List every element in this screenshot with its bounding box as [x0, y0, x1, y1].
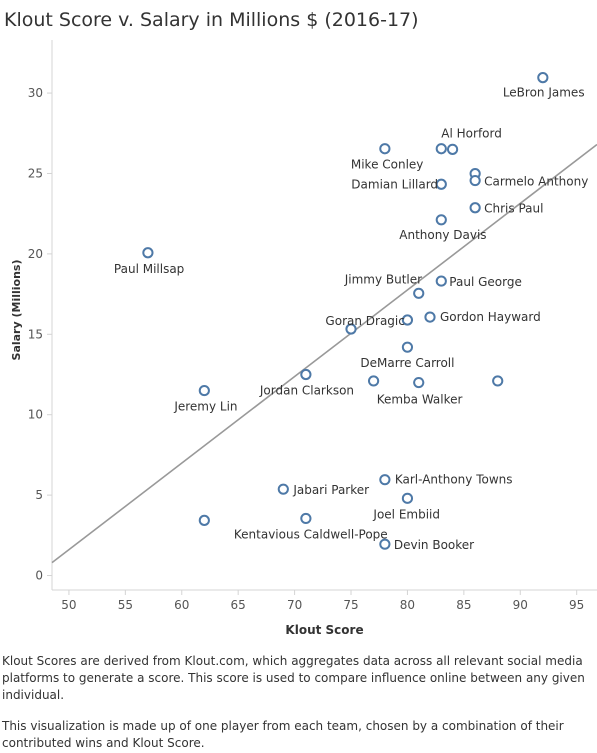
- y-tick-label: 20: [28, 247, 43, 261]
- data-point: [142, 247, 154, 259]
- data-point: [401, 492, 414, 504]
- x-tick-label: 80: [400, 598, 415, 612]
- chart-title: Klout Score v. Salary in Millions $ (201…: [4, 9, 419, 31]
- point-label: Kentavious Caldwell-Pope: [234, 527, 388, 541]
- point-label: Chris Paul: [484, 202, 543, 216]
- x-tick-label: 60: [174, 598, 189, 612]
- footnote-selection: This visualization is made up of one pla…: [2, 719, 564, 750]
- data-point: [401, 341, 414, 353]
- point-label: Jabari Parker: [292, 483, 369, 497]
- x-tick-label: 50: [61, 598, 76, 612]
- point-label: Karl-Anthony Towns: [395, 473, 513, 487]
- x-tick-label: 65: [231, 598, 246, 612]
- x-tick-label: 55: [118, 598, 133, 612]
- point-label: Jimmy Butler: [344, 272, 422, 286]
- data-point: [492, 375, 504, 387]
- x-tick-label: 70: [287, 598, 302, 612]
- data-point: [379, 538, 391, 550]
- point-label: Mike Conley: [351, 158, 424, 172]
- y-axis-title: Salary (Millions): [10, 260, 23, 361]
- data-point: [435, 214, 447, 226]
- point-label: Paul Millsap: [114, 262, 184, 276]
- data-point: [345, 323, 357, 335]
- point-label: Gordon Hayward: [440, 310, 541, 324]
- footnote-klout: Klout Scores are derived from Klout.com,…: [2, 654, 585, 702]
- trend-line-group: [51, 143, 597, 564]
- y-tick-label: 25: [28, 166, 43, 180]
- data-point: [435, 143, 447, 155]
- data-point: [435, 178, 447, 190]
- point-label: Jeremy Lin: [173, 400, 237, 414]
- x-tick-label: 75: [343, 598, 358, 612]
- data-point: [379, 474, 391, 486]
- data-point: [401, 314, 414, 326]
- x-tick-label: 90: [513, 598, 528, 612]
- point-label: Devin Booker: [394, 538, 474, 552]
- data-point: [300, 368, 312, 381]
- data-point: [424, 311, 436, 323]
- point-label: Anthony Davis: [399, 228, 486, 242]
- data-point: [198, 514, 210, 526]
- point-label: Goran Dragic: [325, 314, 404, 328]
- data-point: [413, 287, 425, 299]
- y-tick-label: 10: [28, 408, 43, 422]
- y-tick-label: 0: [35, 569, 43, 583]
- y-tick-label: 30: [28, 86, 43, 100]
- point-label: DeMarre Carroll: [360, 356, 454, 370]
- data-point: [469, 174, 481, 187]
- y-tick-label: 5: [35, 488, 43, 502]
- data-points: [142, 72, 549, 550]
- point-label: Al Horford: [441, 127, 502, 141]
- data-point: [379, 143, 391, 155]
- data-point: [277, 483, 289, 495]
- data-point: [300, 512, 312, 525]
- data-point: [537, 72, 549, 84]
- point-label: Carmelo Anthony: [484, 175, 588, 189]
- point-label: Damian Lillard: [351, 177, 438, 191]
- point-label: LeBron James: [503, 86, 585, 100]
- data-point: [367, 375, 380, 387]
- point-label: Paul George: [449, 275, 522, 289]
- data-point: [413, 376, 425, 389]
- data-point: [446, 143, 459, 155]
- trend-line: [51, 143, 597, 564]
- x-tick-label: 95: [569, 598, 584, 612]
- scatter-chart: 50 55 60 65 70 75 80 85 90 95 0 5 10 15 20 25 30 Klout Sc…: [10, 40, 597, 637]
- chart-axes: 50 55 60 65 70 75 80 85 90 95 0 5 10 15 20 25 30 Klout Sc…: [10, 40, 597, 637]
- data-point: [198, 384, 210, 397]
- point-labels: LeBron James Al Horford Mike Conley Carmelo…: [114, 86, 588, 553]
- point-label: Jordan Clarkson: [259, 384, 354, 398]
- x-tick-label: 85: [456, 598, 471, 612]
- data-point: [435, 275, 447, 287]
- data-point: [469, 202, 481, 214]
- point-label: Joel Embiid: [372, 507, 440, 521]
- x-axis-title: Klout Score: [285, 623, 363, 637]
- point-label: Kemba Walker: [377, 393, 463, 407]
- y-tick-label: 15: [28, 327, 43, 341]
